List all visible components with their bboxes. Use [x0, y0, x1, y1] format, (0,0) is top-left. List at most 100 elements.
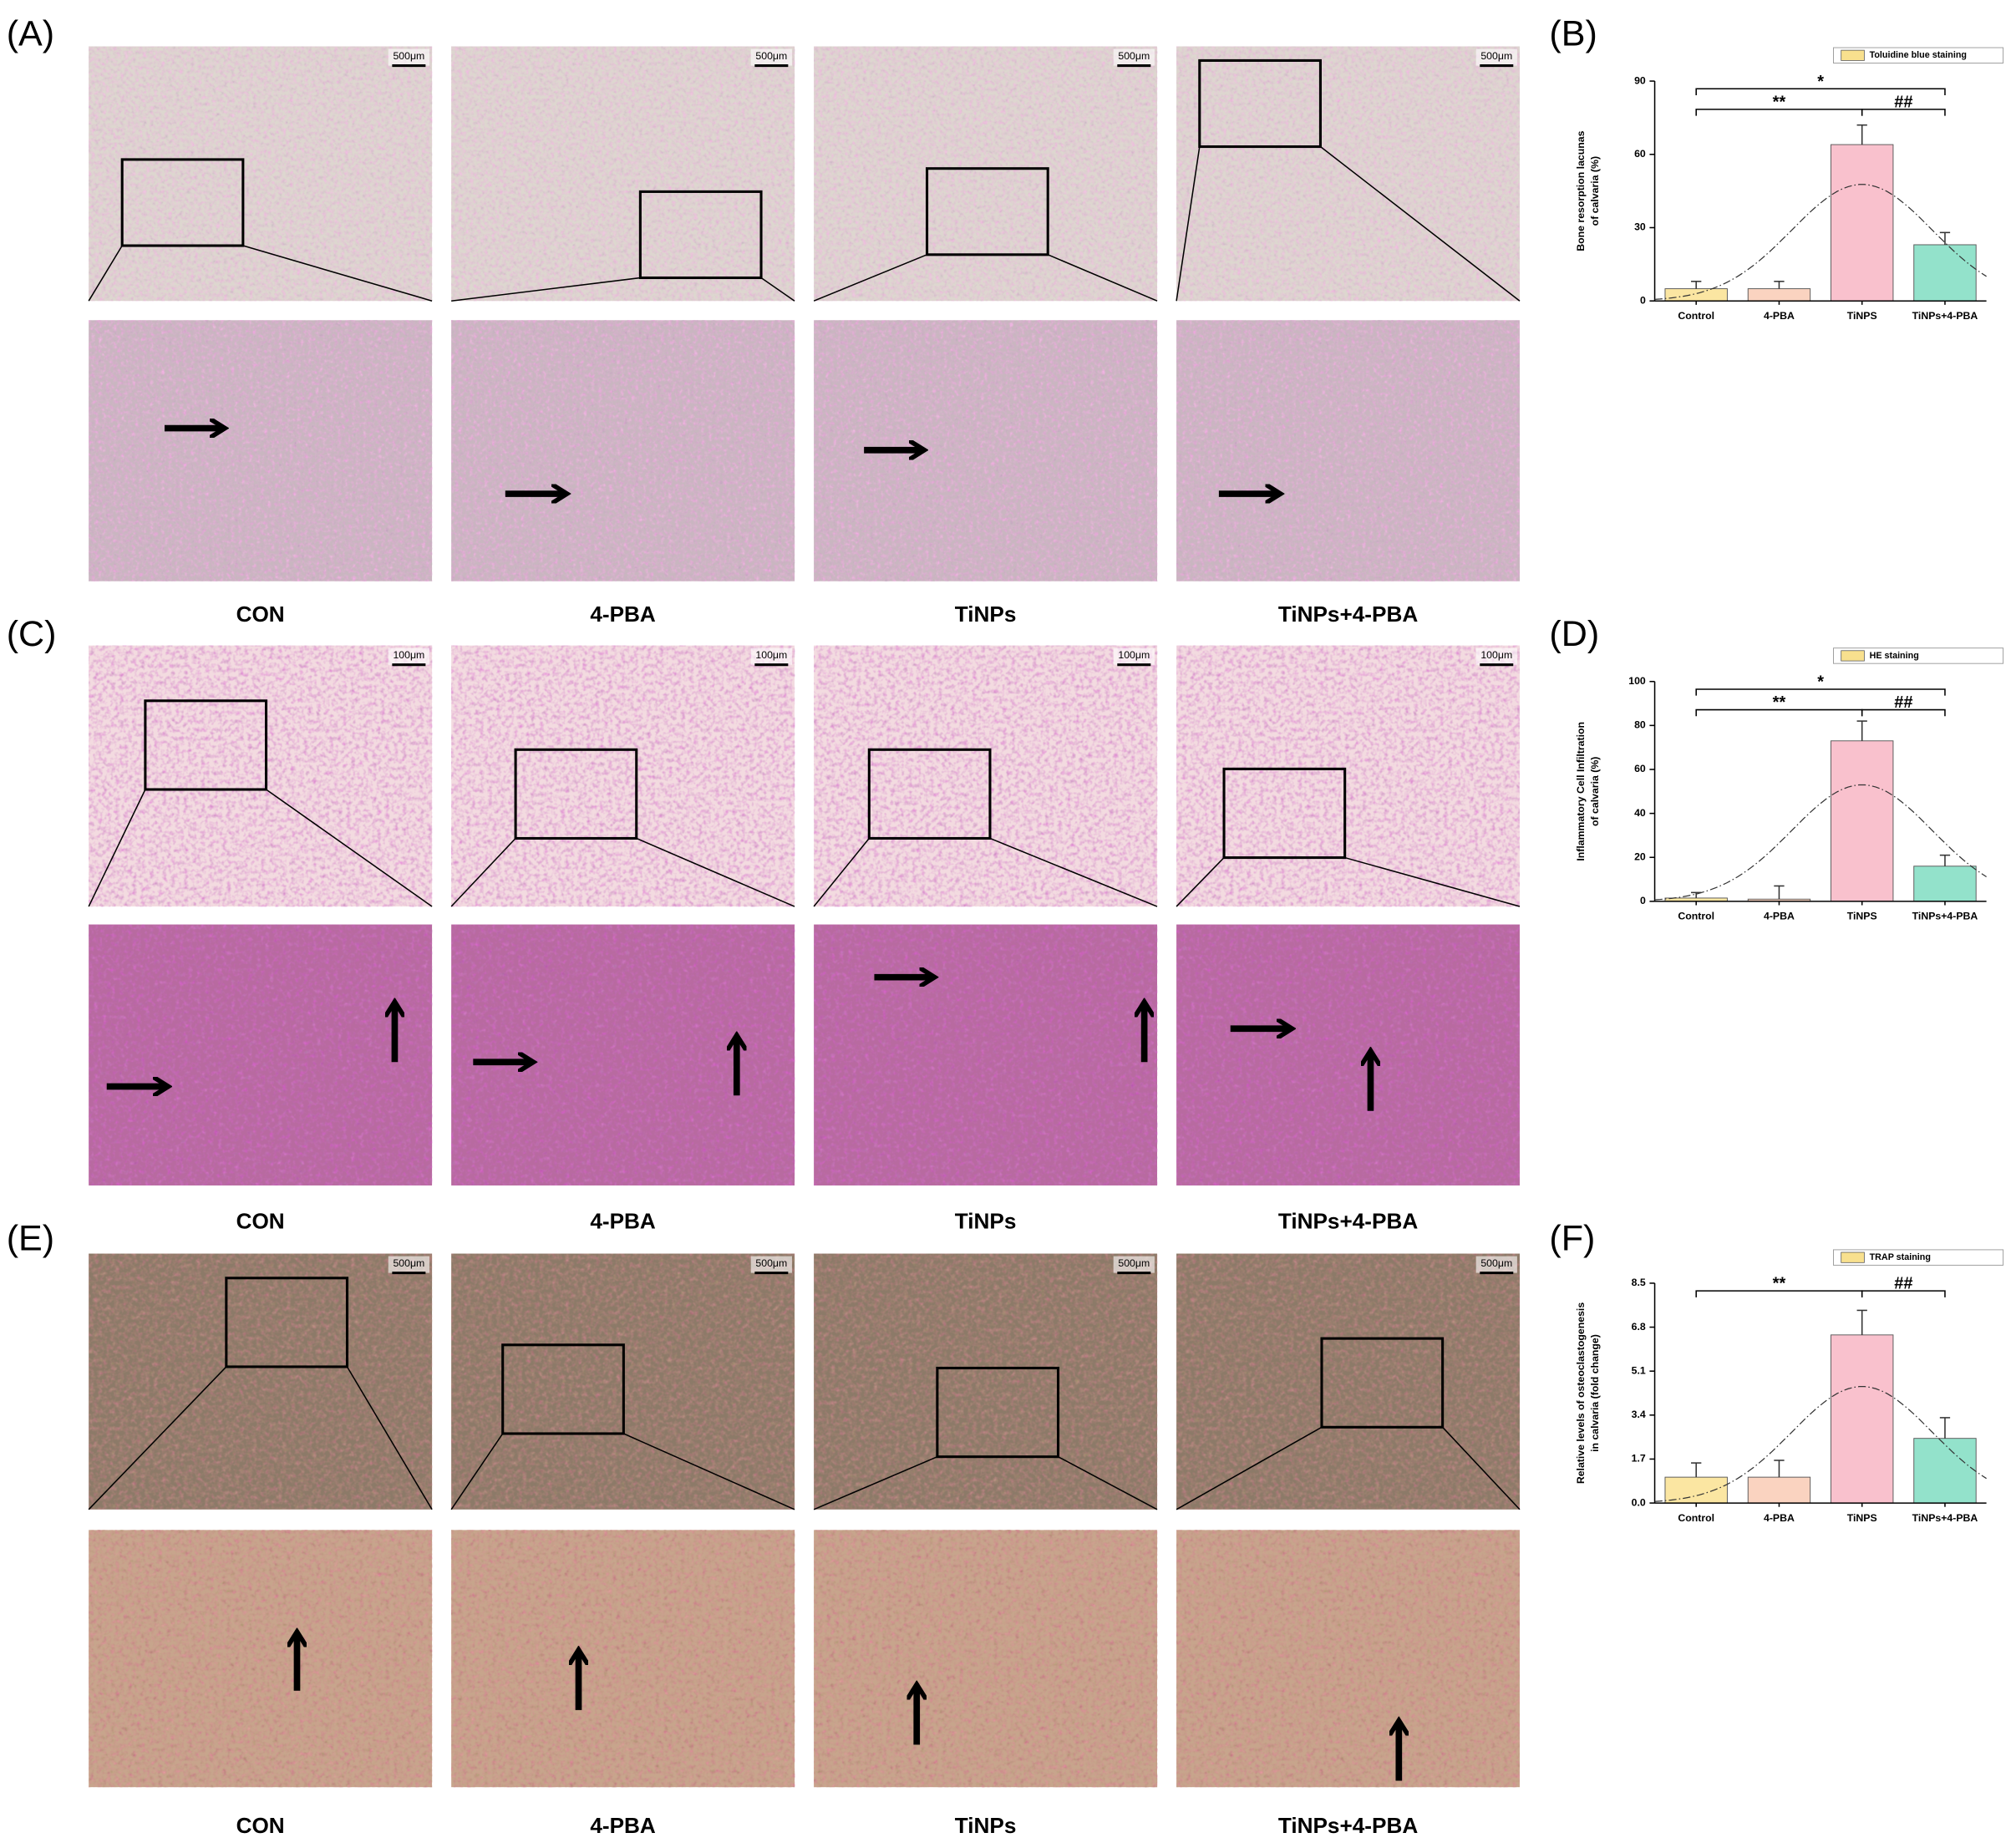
x-tick-label: 4-PBA	[1764, 1512, 1795, 1524]
bar	[1913, 244, 1977, 302]
error-bar	[1939, 1417, 1951, 1439]
caption: TiNPs+4-PBA	[1278, 1813, 1419, 1838]
caption: CON	[236, 602, 285, 627]
micrograph-texture	[814, 1530, 1158, 1788]
significance-label: **	[1773, 693, 1786, 712]
y-tick-label: 0	[1640, 294, 1646, 306]
legend-label: HE staining	[1870, 651, 1919, 661]
zoom-box	[867, 748, 992, 840]
scale-bar-label: 500μm	[1118, 1257, 1150, 1269]
micrograph-texture	[451, 320, 795, 581]
significance-label: **	[1773, 1275, 1786, 1293]
zoom-line	[266, 789, 433, 907]
micrograph-texture	[1176, 46, 1520, 302]
x-tick-label: TiNPS	[1847, 1512, 1877, 1524]
zoom-line	[813, 837, 870, 907]
micrograph-texture	[1176, 320, 1520, 581]
zoom-box	[926, 167, 1049, 256]
x-tick-label: TiNPs+4-PBA	[1912, 911, 1978, 922]
y-axis-label: in calvaria (fold change)	[1589, 1334, 1601, 1452]
y-tick-label: 100	[1628, 675, 1646, 687]
scale-bar-bg	[1475, 647, 1517, 665]
micrograph-texture	[814, 924, 1158, 1185]
y-tick-label: 90	[1634, 74, 1646, 86]
zoom-line	[623, 1433, 795, 1510]
micrograph-texture	[89, 320, 433, 581]
zoom-box	[514, 748, 638, 840]
zoom-line	[450, 1433, 504, 1510]
bar	[1664, 1476, 1728, 1504]
y-tick-label: 60	[1634, 763, 1646, 774]
x-tick-label: 4-PBA	[1764, 911, 1795, 922]
micrograph-texture	[451, 645, 795, 907]
bar	[1664, 288, 1728, 302]
bar	[1913, 1438, 1977, 1504]
legend-box	[1833, 47, 2004, 63]
zoom-line	[450, 837, 516, 907]
scale-bar-label: 100μm	[1118, 649, 1150, 661]
micrograph-texture	[89, 645, 433, 907]
y-tick-label: 0	[1640, 895, 1646, 906]
error-bar	[1691, 1462, 1702, 1478]
caption: CON	[236, 1209, 285, 1234]
x-tick-label: TiNPS	[1847, 310, 1877, 322]
y-tick-label: 0.0	[1632, 1496, 1646, 1508]
zoom-box	[936, 1366, 1060, 1459]
error-bar	[1691, 891, 1702, 898]
micrograph-texture	[89, 924, 433, 1185]
error-bar	[1939, 231, 1951, 245]
panel-label: (B)	[1549, 14, 1597, 54]
x-tick-label: Control	[1678, 911, 1714, 922]
legend-label: Toluidine blue staining	[1870, 50, 1967, 60]
y-tick-label: 1.7	[1632, 1453, 1646, 1465]
micrograph-texture	[89, 1253, 433, 1510]
caption: TiNPs+4-PBA	[1278, 1209, 1419, 1234]
significance-bracket	[1695, 688, 1946, 696]
significance-label: ##	[1894, 693, 1912, 712]
scale-bar-bg	[750, 48, 792, 66]
caption: TiNPs+4-PBA	[1278, 602, 1419, 627]
caption: CON	[236, 1813, 285, 1838]
significance-label: ##	[1894, 93, 1912, 111]
error-bar	[1774, 1460, 1785, 1478]
y-tick-label: 30	[1634, 221, 1646, 233]
scale-bar-label: 100μm	[755, 649, 787, 661]
micrographs: 500μm 500μm 500μm 500μm 100μm 100μm 100μm 100μm…	[88, 46, 1521, 1788]
bar	[1913, 866, 1977, 902]
y-axis-label: Bone resorption lacunas	[1575, 130, 1587, 251]
legend-swatch	[1841, 650, 1865, 662]
caption: TiNPs	[955, 1209, 1017, 1234]
zoom-box	[1222, 767, 1347, 860]
significance-bracket	[1861, 708, 1946, 717]
x-tick-label: TiNPS	[1847, 911, 1877, 922]
caption: 4-PBA	[590, 602, 656, 627]
legend-swatch	[1841, 49, 1865, 61]
y-axis-label: Inflammatory Cell Infiltration	[1575, 722, 1587, 861]
panel-label: (E)	[7, 1219, 54, 1259]
y-tick-label: 6.8	[1632, 1321, 1646, 1333]
caption: TiNPs	[955, 1813, 1017, 1838]
micrograph-texture	[1176, 1530, 1520, 1788]
zoom-box	[1320, 1337, 1445, 1429]
micrograph-texture	[1176, 924, 1520, 1185]
significance-label: *	[1817, 673, 1824, 692]
micrograph-texture	[1176, 645, 1520, 907]
fit-curve	[1654, 1386, 1987, 1502]
y-axis-label: Relative levels of osteoclastogenesis	[1575, 1302, 1587, 1485]
y-tick-label: 3.4	[1632, 1409, 1646, 1420]
zoom-box	[501, 1343, 625, 1435]
micrograph-texture	[814, 645, 1158, 907]
scale-bar-label: 100μm	[1480, 649, 1512, 661]
zoom-line	[242, 245, 433, 302]
zoom-box	[225, 1277, 349, 1368]
micrograph-texture	[89, 1530, 433, 1788]
zoom-box	[120, 158, 245, 247]
caption: 4-PBA	[590, 1813, 656, 1838]
micrograph-texture	[451, 46, 795, 302]
y-axis-label: of calvaria (%)	[1589, 757, 1601, 826]
bar	[1747, 288, 1811, 302]
zoom-line	[760, 277, 795, 302]
caption: 4-PBA	[590, 1209, 656, 1234]
zoom-line	[1344, 856, 1521, 907]
scale-bar-bg	[1475, 1256, 1517, 1273]
